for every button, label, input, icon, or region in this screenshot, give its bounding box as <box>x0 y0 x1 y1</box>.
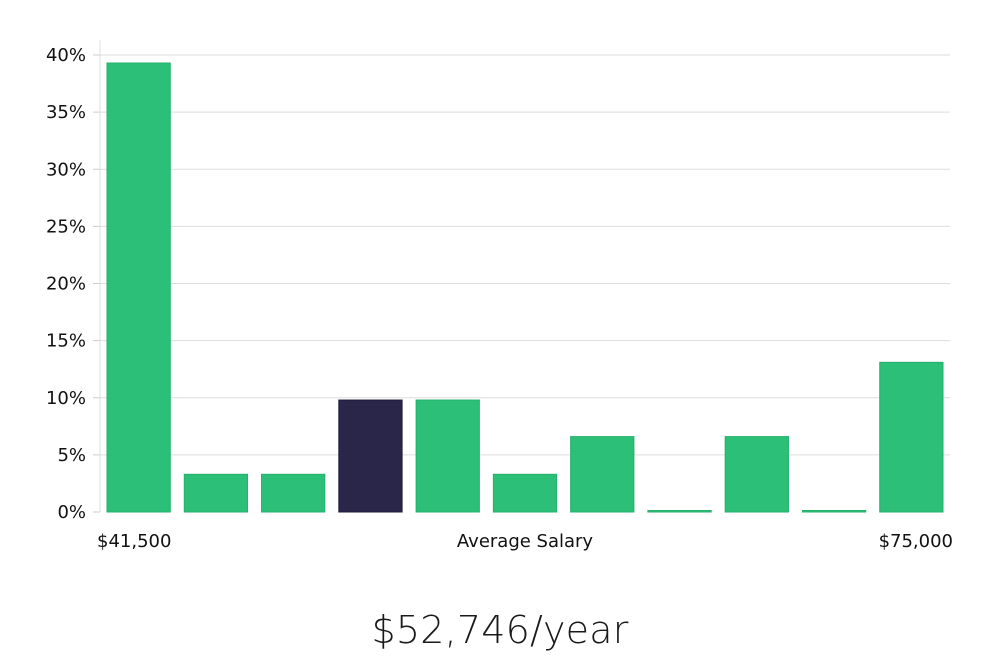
y-tick-label: 30% <box>46 159 86 180</box>
y-tick-label: 25% <box>46 216 86 237</box>
bar <box>183 473 249 513</box>
bar <box>415 399 480 513</box>
bar <box>261 473 326 513</box>
x-min-label: $41,500 <box>97 531 171 552</box>
bar <box>492 473 558 513</box>
y-tick-label: 10% <box>46 388 86 409</box>
y-tick-label: 5% <box>57 445 86 466</box>
x-max-label: $75,000 <box>879 531 953 552</box>
bar <box>801 510 867 513</box>
bar-highlighted <box>338 399 403 513</box>
y-tick-label: 40% <box>46 45 86 66</box>
y-tick-label: 15% <box>46 331 86 352</box>
bar <box>724 436 789 513</box>
bar <box>570 436 635 513</box>
y-tick-label: 0% <box>57 502 86 523</box>
average-salary-value: $52,746/year <box>371 608 629 652</box>
bar <box>106 62 171 513</box>
y-tick-label: 20% <box>46 274 86 295</box>
y-tick-label: 35% <box>46 102 86 123</box>
bar <box>879 361 944 513</box>
chart-svg: 0% 5% 10% 15% 20% 25% 30% 35% 40% $41,500 Average … <box>46 40 953 552</box>
bar <box>647 510 712 513</box>
x-axis-title: Average Salary <box>457 531 594 552</box>
